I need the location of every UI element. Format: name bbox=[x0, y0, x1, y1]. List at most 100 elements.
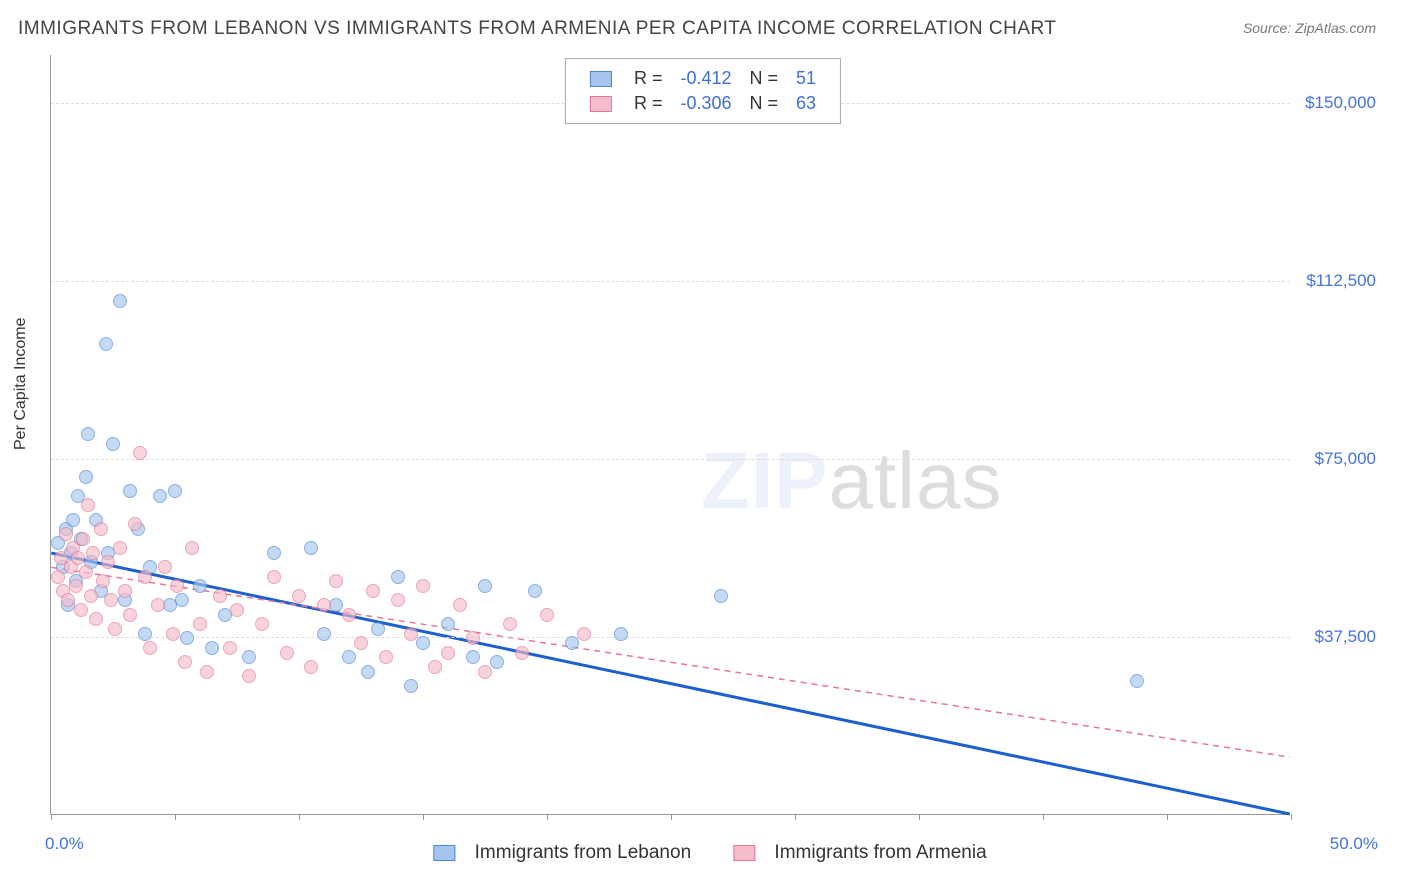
x-tick bbox=[175, 814, 176, 820]
data-point-lebanon bbox=[565, 636, 579, 650]
data-point-lebanon bbox=[81, 427, 95, 441]
data-point-lebanon bbox=[342, 650, 356, 664]
plot-area: ZIPatlas bbox=[50, 55, 1290, 815]
data-point-lebanon bbox=[416, 636, 430, 650]
data-point-armenia bbox=[86, 546, 100, 560]
data-point-armenia bbox=[478, 665, 492, 679]
data-point-armenia bbox=[441, 646, 455, 660]
watermark-rest: atlas bbox=[828, 436, 1002, 525]
regression-line-armenia bbox=[51, 567, 1289, 757]
data-point-armenia bbox=[329, 574, 343, 588]
data-point-armenia bbox=[577, 627, 591, 641]
legend-item-lebanon: Immigrants from Lebanon bbox=[419, 842, 691, 863]
data-point-armenia bbox=[255, 617, 269, 631]
watermark: ZIPatlas bbox=[701, 435, 1002, 527]
data-point-armenia bbox=[71, 551, 85, 565]
data-point-armenia bbox=[158, 560, 172, 574]
data-point-armenia bbox=[76, 532, 90, 546]
data-point-armenia bbox=[138, 570, 152, 584]
data-point-armenia bbox=[213, 589, 227, 603]
swatch-armenia bbox=[733, 845, 755, 861]
x-min-label: 0.0% bbox=[45, 834, 84, 854]
x-tick bbox=[299, 814, 300, 820]
gridline bbox=[51, 459, 1290, 460]
data-point-lebanon bbox=[99, 337, 113, 351]
data-point-armenia bbox=[404, 627, 418, 641]
legend-item-armenia: Immigrants from Armenia bbox=[719, 842, 987, 863]
data-point-armenia bbox=[51, 570, 65, 584]
x-tick bbox=[51, 814, 52, 820]
gridline bbox=[51, 637, 1290, 638]
data-point-armenia bbox=[540, 608, 554, 622]
data-point-armenia bbox=[94, 522, 108, 536]
data-point-lebanon bbox=[329, 598, 343, 612]
watermark-bold: ZIP bbox=[701, 436, 828, 525]
data-point-lebanon bbox=[466, 650, 480, 664]
x-tick bbox=[919, 814, 920, 820]
data-point-armenia bbox=[143, 641, 157, 655]
data-point-lebanon bbox=[441, 617, 455, 631]
data-point-armenia bbox=[267, 570, 281, 584]
regression-line-lebanon bbox=[51, 553, 1289, 814]
data-point-lebanon bbox=[138, 627, 152, 641]
data-point-armenia bbox=[118, 584, 132, 598]
data-point-armenia bbox=[104, 593, 118, 607]
data-point-lebanon bbox=[714, 589, 728, 603]
data-point-lebanon bbox=[361, 665, 375, 679]
x-tick bbox=[671, 814, 672, 820]
data-point-armenia bbox=[96, 574, 110, 588]
data-point-lebanon bbox=[267, 546, 281, 560]
data-point-armenia bbox=[79, 565, 93, 579]
data-point-armenia bbox=[151, 598, 165, 612]
data-point-lebanon bbox=[404, 679, 418, 693]
data-point-armenia bbox=[280, 646, 294, 660]
data-point-armenia bbox=[108, 622, 122, 636]
data-point-armenia bbox=[185, 541, 199, 555]
source-label: Source: ZipAtlas.com bbox=[1243, 20, 1376, 36]
data-point-armenia bbox=[101, 555, 115, 569]
chart-title: IMMIGRANTS FROM LEBANON VS IMMIGRANTS FR… bbox=[18, 18, 1057, 40]
data-point-armenia bbox=[366, 584, 380, 598]
data-point-lebanon bbox=[391, 570, 405, 584]
data-point-lebanon bbox=[528, 584, 542, 598]
data-point-armenia bbox=[89, 612, 103, 626]
data-point-armenia bbox=[391, 593, 405, 607]
x-tick bbox=[795, 814, 796, 820]
data-point-lebanon bbox=[193, 579, 207, 593]
data-point-armenia bbox=[515, 646, 529, 660]
data-point-lebanon bbox=[180, 631, 194, 645]
data-point-armenia bbox=[81, 498, 95, 512]
data-point-armenia bbox=[178, 655, 192, 669]
x-tick bbox=[547, 814, 548, 820]
data-point-lebanon bbox=[242, 650, 256, 664]
x-tick bbox=[1167, 814, 1168, 820]
data-point-armenia bbox=[354, 636, 368, 650]
swatch-armenia bbox=[590, 96, 612, 112]
data-point-armenia bbox=[59, 527, 73, 541]
x-max-label: 50.0% bbox=[1330, 834, 1378, 854]
gridline bbox=[51, 281, 1290, 282]
data-point-armenia bbox=[416, 579, 430, 593]
stats-legend: R = -0.412N = 51R = -0.306N = 63 bbox=[565, 58, 841, 124]
data-point-lebanon bbox=[614, 627, 628, 641]
data-point-armenia bbox=[317, 598, 331, 612]
y-tick-label: $112,500 bbox=[1306, 271, 1376, 291]
data-point-armenia bbox=[292, 589, 306, 603]
data-point-armenia bbox=[170, 579, 184, 593]
data-point-armenia bbox=[503, 617, 517, 631]
x-tick bbox=[423, 814, 424, 820]
data-point-lebanon bbox=[317, 627, 331, 641]
y-axis-label: Per Capita Income bbox=[12, 317, 30, 450]
data-point-armenia bbox=[113, 541, 127, 555]
y-tick-label: $75,000 bbox=[1315, 449, 1376, 469]
regression-lines-layer bbox=[51, 55, 1290, 814]
series-legend: Immigrants from Lebanon Immigrants from … bbox=[405, 842, 1000, 864]
data-point-armenia bbox=[128, 517, 142, 531]
data-point-lebanon bbox=[371, 622, 385, 636]
data-point-armenia bbox=[200, 665, 214, 679]
data-point-armenia bbox=[304, 660, 318, 674]
data-point-armenia bbox=[84, 589, 98, 603]
data-point-lebanon bbox=[478, 579, 492, 593]
data-point-lebanon bbox=[304, 541, 318, 555]
swatch-lebanon bbox=[433, 845, 455, 861]
